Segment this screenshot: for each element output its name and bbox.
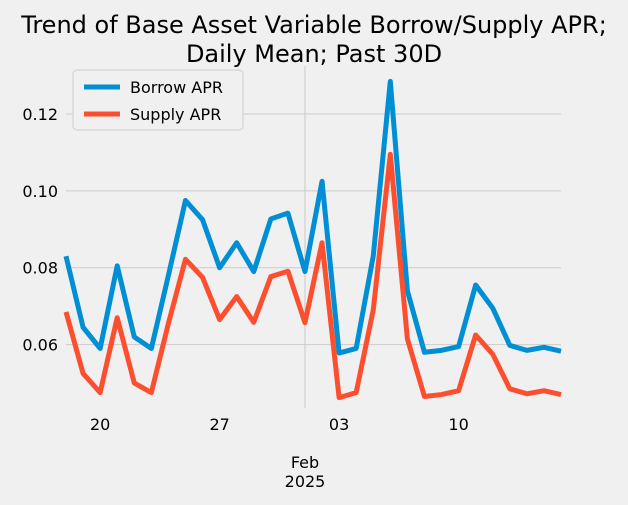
series-lines — [63, 78, 562, 401]
y-axis-tick-labels: 0.06 0.08 0.10 0.12 — [22, 105, 58, 355]
legend: Borrow APR Supply APR — [72, 69, 244, 131]
y-tick-label: 0.08 — [22, 259, 58, 278]
chart-subtitle: Daily Mean; Past 30D — [186, 40, 442, 68]
x-axis-month-label: Feb — [291, 453, 319, 472]
series-line-supply-apr — [63, 151, 562, 401]
x-tick-label: 20 — [90, 415, 110, 434]
y-tick-label: 0.06 — [22, 336, 58, 355]
x-tick-label: 10 — [448, 415, 468, 434]
chart-title: Trend of Base Asset Variable Borrow/Supp… — [20, 11, 607, 39]
legend-label-supply: Supply APR — [130, 105, 221, 124]
x-axis-tick-labels: 20 27 03 10 — [90, 415, 469, 434]
x-tick-label: 03 — [329, 415, 349, 434]
legend-label-borrow: Borrow APR — [130, 78, 223, 97]
x-tick-label: 27 — [209, 415, 229, 434]
series-line-borrow-apr — [63, 78, 562, 356]
y-tick-label: 0.10 — [22, 182, 58, 201]
x-axis-year-label: 2025 — [285, 472, 326, 491]
y-tick-label: 0.12 — [22, 105, 58, 124]
